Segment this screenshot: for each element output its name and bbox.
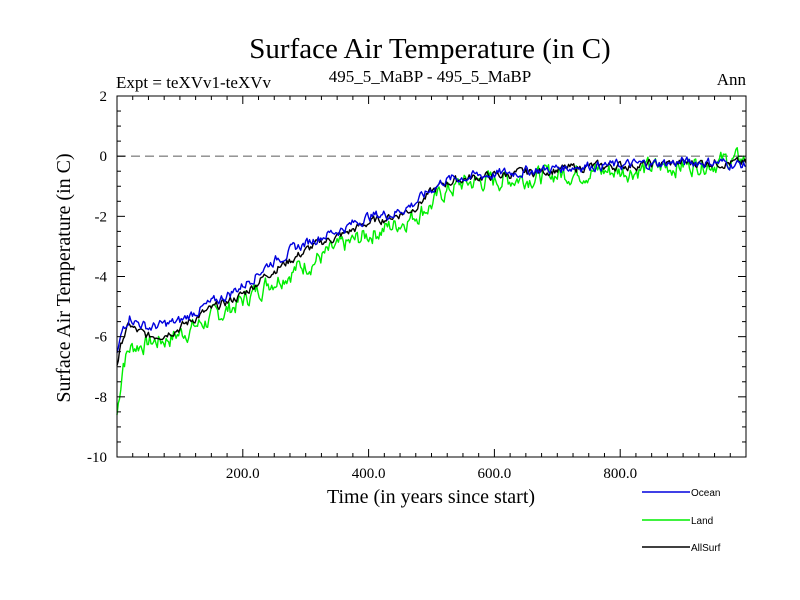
chart-subtitle-period: 495_5_MaBP - 495_5_MaBP [329, 67, 531, 86]
plot-frame [116, 95, 747, 458]
legend-label-land: Land [691, 516, 713, 527]
y-tick-label: 0 [100, 149, 108, 165]
series-line-ocean [116, 156, 747, 354]
x-tick-label: 400.0 [352, 466, 386, 482]
y-axis-tick-labels: 2 0 -2 -4 -6 -8 -10 [87, 89, 107, 466]
chart-subtitle-season: Ann [717, 70, 747, 89]
x-tick-label: 600.0 [478, 466, 512, 482]
y-tick-label: -10 [87, 450, 107, 466]
x-tick-label: 200.0 [226, 466, 260, 482]
series-layer [116, 147, 747, 416]
series-line-allsurf [116, 156, 747, 366]
chart-title: Surface Air Temperature (in C) [249, 33, 610, 65]
y-tick-label: -6 [95, 330, 108, 346]
series-line-land [116, 147, 747, 416]
legend: Ocean Land AllSurf [642, 488, 721, 554]
y-tick-label: 2 [100, 89, 108, 105]
axis-ticks [117, 95, 746, 458]
y-axis-label: Surface Air Temperature (in C) [53, 153, 75, 402]
chart-subtitle-experiment: Expt = teXVv1-teXVv [116, 73, 272, 92]
y-tick-label: -4 [95, 270, 108, 286]
x-tick-label: 800.0 [603, 466, 637, 482]
legend-label-allsurf: AllSurf [691, 543, 721, 554]
y-tick-label: -2 [95, 209, 108, 225]
x-axis-tick-labels: 200.0 400.0 600.0 800.0 [226, 466, 637, 482]
x-axis-label: Time (in years since start) [327, 486, 535, 508]
legend-label-ocean: Ocean [691, 488, 720, 499]
y-tick-label: -8 [95, 390, 108, 406]
